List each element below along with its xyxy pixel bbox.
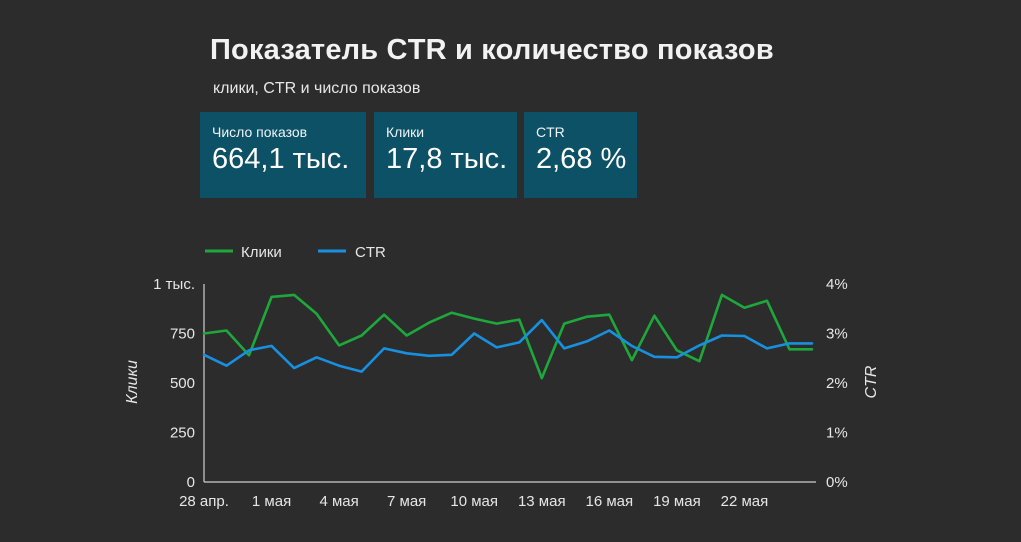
kpi-impressions: Число показов 664,1 тыс. [200,112,366,198]
y2-tick-label: 2% [826,375,848,392]
x-tick-label: 4 мая [319,493,358,510]
y-tick-label: 250 [170,425,195,442]
x-tick-label: 16 мая [586,493,634,510]
series-line-clicks[interactable] [202,293,814,380]
y-axis-title: Клики [124,360,141,404]
kpi-clicks-value: 17,8 тыс. [386,143,508,175]
series-line-ctr[interactable] [202,318,814,373]
x-tick-label: 19 мая [653,493,701,510]
kpi-ctr-label: CTR [536,124,565,140]
x-tick-label: 7 мая [387,493,426,510]
x-tick-label: 1 мая [252,493,291,510]
y-tick-label: 1 тыс. [153,276,195,293]
y2-tick-label: 0% [826,474,848,491]
y2-tick-label: 1% [826,425,848,442]
y-tick-label: 0 [187,474,195,491]
y2-axis-title: CTR [863,365,880,398]
kpi-impressions-value: 664,1 тыс. [212,143,350,175]
legend-label-clicks: Клики [241,244,282,261]
y-tick-label: 500 [170,375,195,392]
kpi-ctr-value: 2,68 % [536,143,627,175]
legend[interactable]: Клики CTR [205,244,386,261]
y2-axis-ticks: 0% 1% 2% 3% 4% [826,276,848,491]
x-axis-ticks: 28 апр. 1 мая 4 мая 7 мая 10 мая 13 мая 16 мая… [179,493,768,510]
x-tick-label: 28 апр. [179,493,229,510]
y-axis-ticks: 0 250 500 750 1 тыс. [153,276,195,491]
chart-title: Показатель CTR и количество показов [210,34,774,66]
x-tick-label: 22 мая [721,493,769,510]
x-tick-label: 13 мая [518,493,566,510]
legend-label-ctr: CTR [355,244,386,261]
series-group [202,293,814,380]
kpi-ctr: CTR 2,68 % [524,112,637,198]
chart-subtitle: клики, CTR и число показов [213,80,421,97]
y-tick-label: 750 [170,326,195,343]
y2-tick-label: 4% [826,276,848,293]
kpi-clicks: Клики 17,8 тыс. [374,112,517,198]
x-tick-label: 10 мая [450,493,498,510]
kpi-impressions-label: Число показов [212,124,308,140]
kpi-clicks-label: Клики [386,124,425,140]
y2-tick-label: 3% [826,326,848,343]
